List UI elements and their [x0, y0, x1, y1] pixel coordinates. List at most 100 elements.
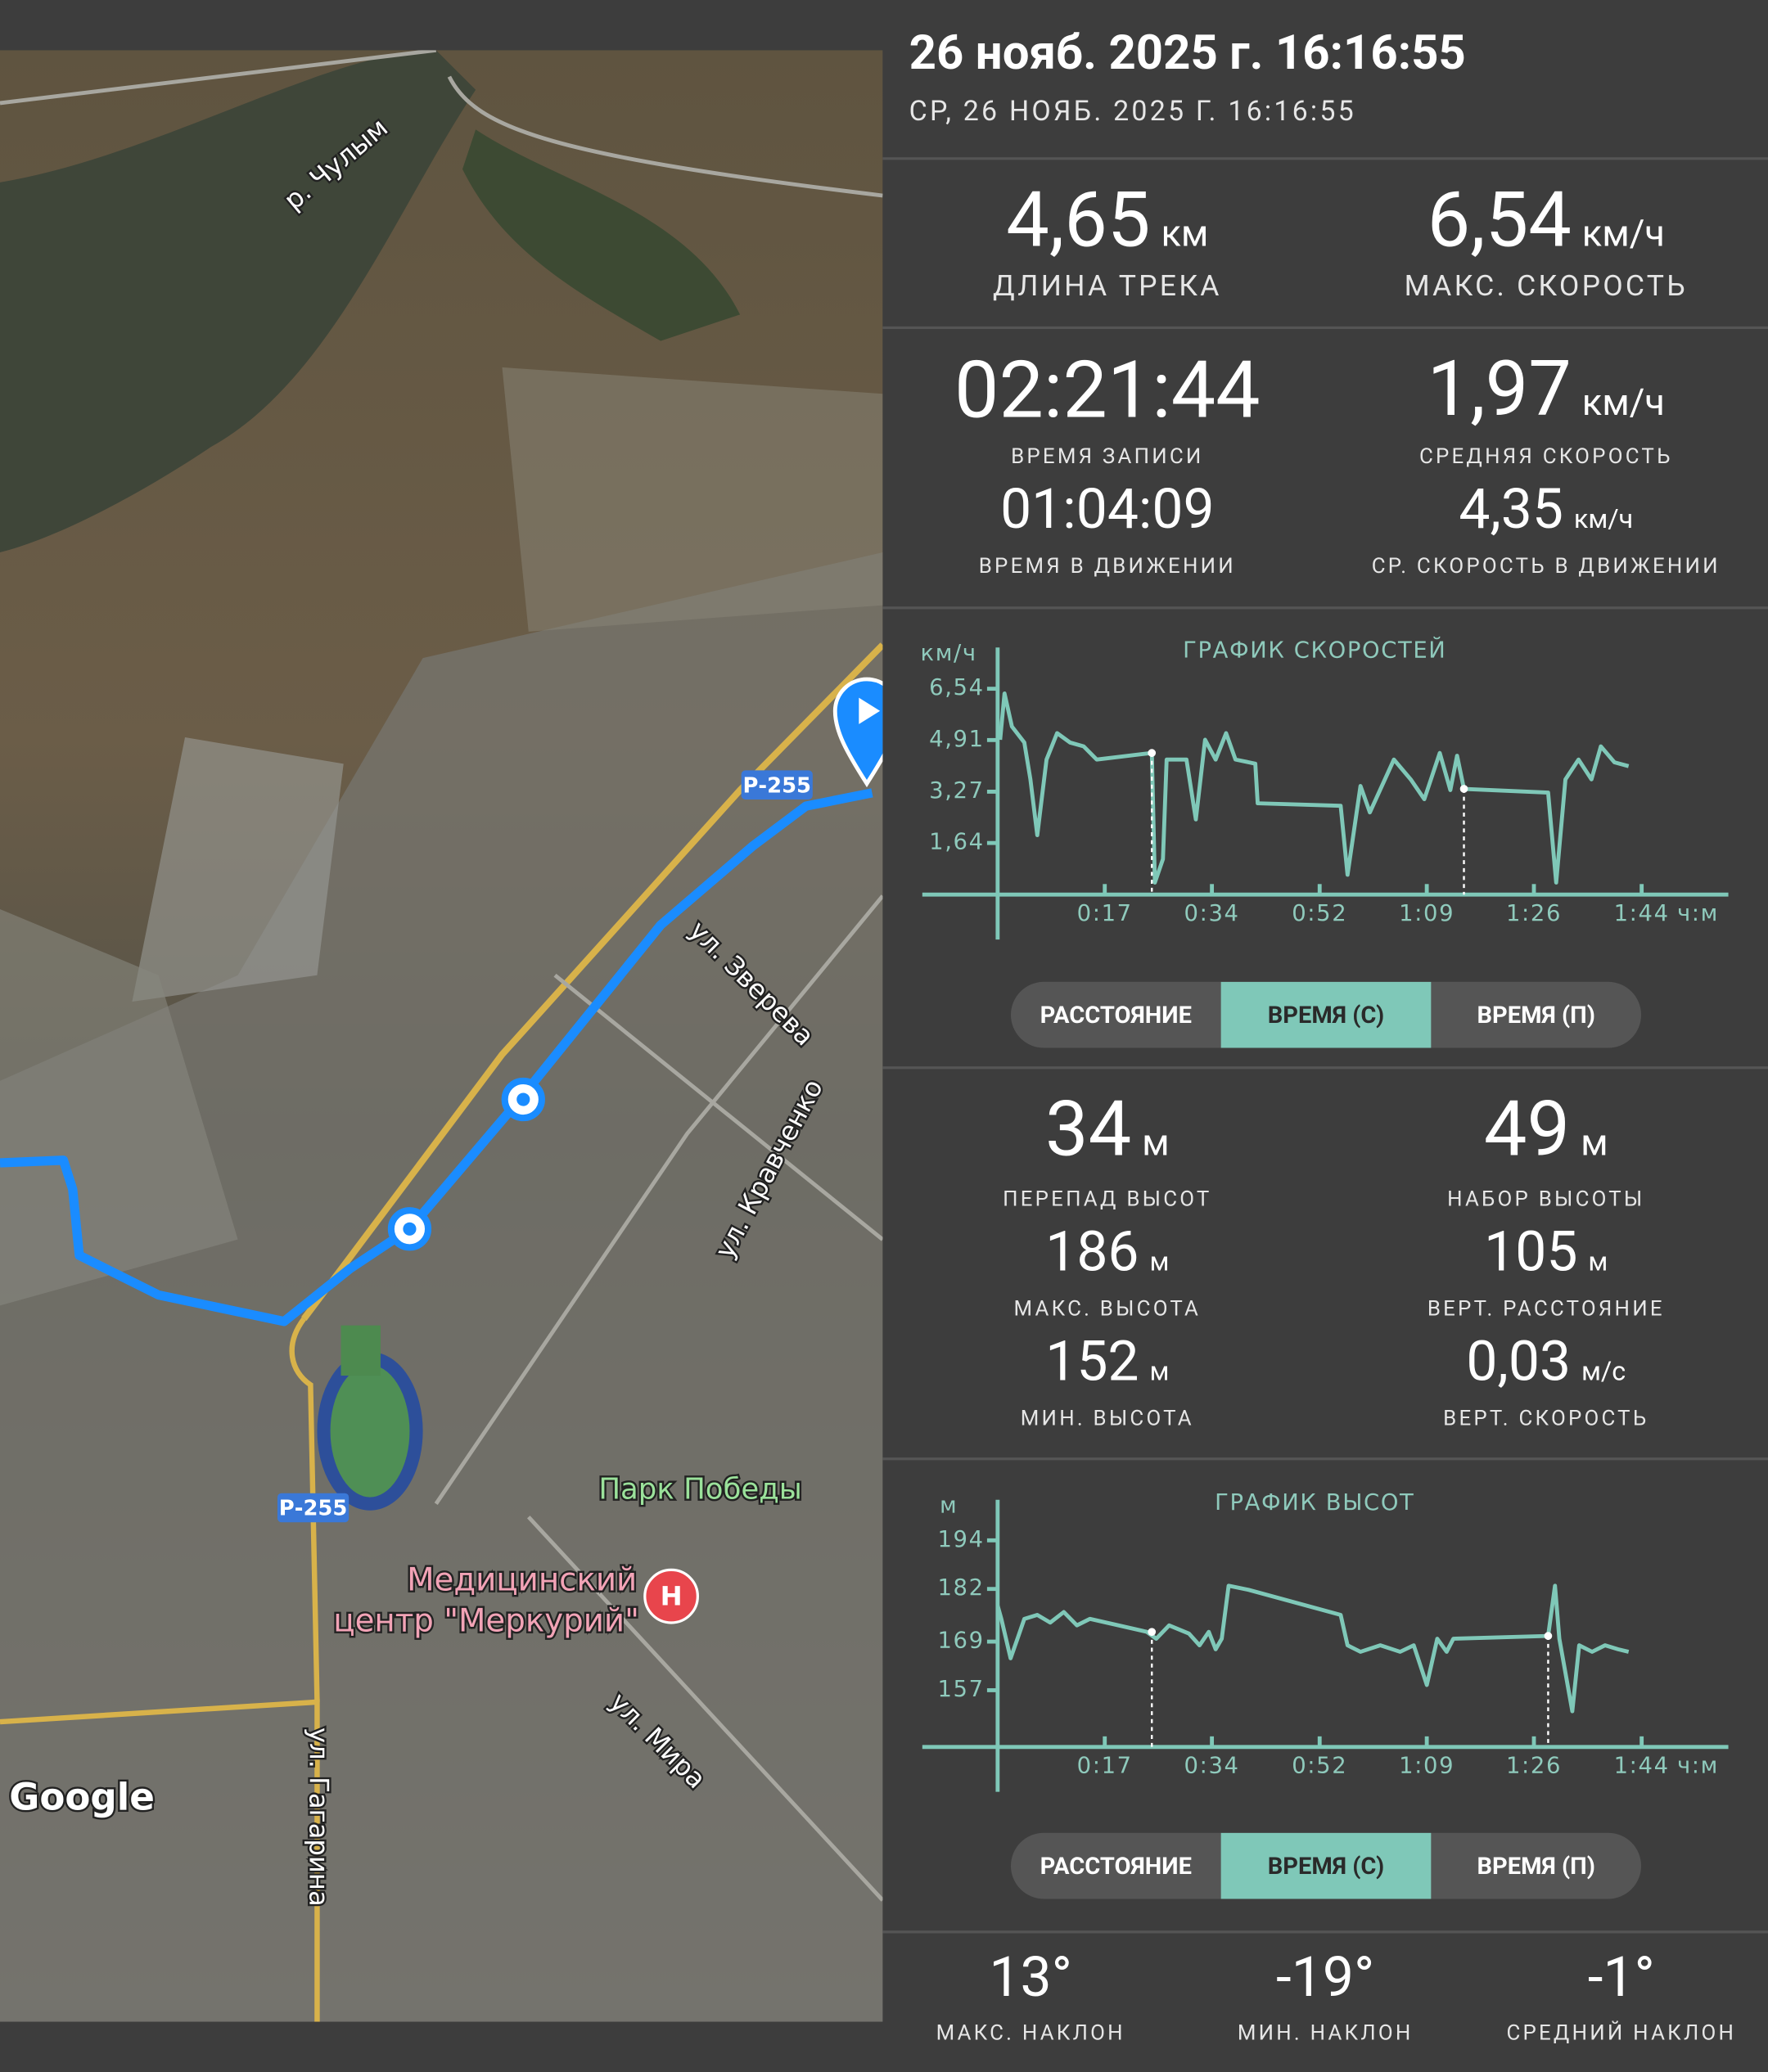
- road-badge-label: Р-255: [279, 1497, 348, 1521]
- y-tick-label: 157: [937, 1677, 984, 1702]
- toggle-option[interactable]: ВРЕМЯ (С): [1220, 1832, 1432, 1899]
- poi-label: центр "Меркурий": [333, 1602, 639, 1639]
- speed-toggle: РАССТОЯНИЕ ВРЕМЯ (С) ВРЕМЯ (П): [1010, 981, 1642, 1048]
- value: 13°: [989, 1945, 1072, 2011]
- x-tick-label: 0:17: [1077, 1753, 1133, 1778]
- map-attribution: Google: [9, 1775, 155, 1818]
- stat-label: СРЕДНИЙ НАКЛОН: [1506, 2020, 1737, 2045]
- field: [341, 1325, 381, 1376]
- park-label: Парк Победы: [598, 1472, 802, 1506]
- value: 105: [1484, 1220, 1578, 1286]
- header-subtitle: СР, 26 НОЯБ. 2025 Г. 16:16:55: [909, 96, 1356, 128]
- unit: км/ч: [1581, 211, 1665, 255]
- stat-value: 4,35 км/ч: [1459, 478, 1633, 543]
- y-tick-label: 4,91: [929, 727, 985, 752]
- stat-label: ВЕРТ. РАССТОЯНИЕ: [1427, 1295, 1665, 1321]
- stat-value: 105 м: [1484, 1220, 1608, 1285]
- value: 0,03: [1466, 1330, 1572, 1395]
- unit: м: [1581, 1120, 1608, 1164]
- stat-label: НАБОР ВЫСОТЫ: [1447, 1186, 1645, 1211]
- value: 02:21:44: [954, 343, 1261, 437]
- value: 152: [1045, 1330, 1139, 1395]
- unit: м: [1149, 1245, 1170, 1277]
- unit: м/с: [1581, 1354, 1626, 1387]
- toggle-option[interactable]: ВРЕМЯ (П): [1477, 1852, 1595, 1881]
- toggle-option[interactable]: ВРЕМЯ (С): [1220, 981, 1432, 1048]
- divider: [882, 1930, 1768, 1934]
- y-tick-label: 169: [937, 1628, 984, 1654]
- y-unit: км/ч: [921, 641, 977, 666]
- road-badge: [277, 1493, 350, 1523]
- y-tick-label: 6,54: [929, 675, 985, 700]
- stat-value: 02:21:44: [954, 343, 1261, 437]
- stat-label: МАКС. НАКЛОН: [936, 2020, 1125, 2045]
- stat-value: 186 м: [1045, 1220, 1169, 1285]
- x-tick-label: 0:34: [1184, 1753, 1240, 1778]
- stat-value: -19°: [1276, 1946, 1374, 2011]
- stat-value: 6,54 км/ч: [1427, 176, 1665, 266]
- x-tick-label: 1:44: [1614, 901, 1670, 926]
- poi-label: Медицинский: [407, 1561, 637, 1598]
- marker-point: [1148, 1628, 1157, 1637]
- unit: км/ч: [1573, 502, 1634, 535]
- road: [289, 1317, 320, 1702]
- x-tick-label: 0:52: [1292, 901, 1347, 926]
- x-unit: ч:м: [1677, 1753, 1719, 1778]
- value: 186: [1045, 1220, 1139, 1286]
- toggle-option[interactable]: РАССТОЯНИЕ: [1040, 1852, 1192, 1881]
- speed-chart: ГРАФИК СКОРОСТЕЙ км/ч ч:м 1,64 3,27 4,91 6,54 0…: [921, 637, 1729, 940]
- x-tick-label: 1:09: [1399, 1753, 1455, 1778]
- hospital-icon[interactable]: [643, 1568, 699, 1624]
- unit: км: [1161, 211, 1209, 255]
- river: [0, 50, 476, 552]
- value: 49: [1483, 1084, 1571, 1175]
- y-tick-label: 3,27: [929, 778, 985, 804]
- stat-value: 152 м: [1045, 1330, 1169, 1394]
- stat-label: ПЕРЕПАД ВЫСОТ: [1003, 1186, 1212, 1211]
- x-tick-label: 1:09: [1399, 901, 1455, 926]
- toggle-option[interactable]: РАССТОЯНИЕ: [1040, 1001, 1192, 1029]
- stat-label: ДЛИНА ТРЕКА: [992, 270, 1222, 304]
- value: 6,54: [1427, 175, 1572, 266]
- stat-label: МАКС. ВЫСОТА: [1013, 1295, 1202, 1321]
- chart-title: ГРАФИК ВЫСОТ: [1215, 1490, 1414, 1516]
- value: -19°: [1276, 1945, 1375, 2011]
- value: 34: [1044, 1084, 1132, 1175]
- data-line: [998, 691, 1630, 885]
- stat-value: 34 м: [1045, 1085, 1170, 1175]
- value: 01:04:09: [1000, 477, 1215, 543]
- x-unit: ч:м: [1677, 901, 1719, 926]
- stat-value: 01:04:09: [1000, 478, 1214, 543]
- unit: м: [1588, 1245, 1608, 1277]
- start-pin-icon: [859, 697, 881, 724]
- unit: км/ч: [1581, 381, 1665, 425]
- divider: [882, 157, 1768, 160]
- stat-value: 0,03 м/с: [1466, 1330, 1626, 1394]
- stat-label: МАКС. СКОРОСТЬ: [1404, 270, 1688, 304]
- x-tick-label: 1:44: [1614, 1753, 1670, 1778]
- elevation-toggle: РАССТОЯНИЕ ВРЕМЯ (С) ВРЕМЯ (П): [1010, 1832, 1642, 1899]
- x-tick-label: 0:34: [1184, 901, 1240, 926]
- unit: м: [1142, 1120, 1170, 1164]
- marker-point: [1148, 749, 1157, 757]
- divider: [882, 606, 1768, 610]
- forest: [462, 129, 741, 341]
- marker-point: [1544, 1632, 1553, 1640]
- divider: [882, 1457, 1768, 1461]
- toggle-option[interactable]: ВРЕМЯ (П): [1477, 1001, 1595, 1029]
- y-tick-label: 1,64: [929, 830, 985, 855]
- hospital-icon-label: Н: [661, 1580, 683, 1611]
- y-tick-label: 194: [937, 1527, 984, 1552]
- divider: [882, 1066, 1768, 1070]
- value: 4,65: [1006, 175, 1151, 266]
- x-tick-label: 0:17: [1077, 901, 1133, 926]
- road-badge-label: Р-255: [742, 773, 811, 798]
- stadium: [317, 1351, 423, 1511]
- y-unit: м: [940, 1493, 958, 1518]
- road: [301, 642, 883, 1321]
- road: [0, 50, 883, 1902]
- track-marker-dot: [516, 1092, 530, 1106]
- track: [0, 788, 873, 1327]
- stat-label: МИН. ВЫСОТА: [1020, 1405, 1194, 1431]
